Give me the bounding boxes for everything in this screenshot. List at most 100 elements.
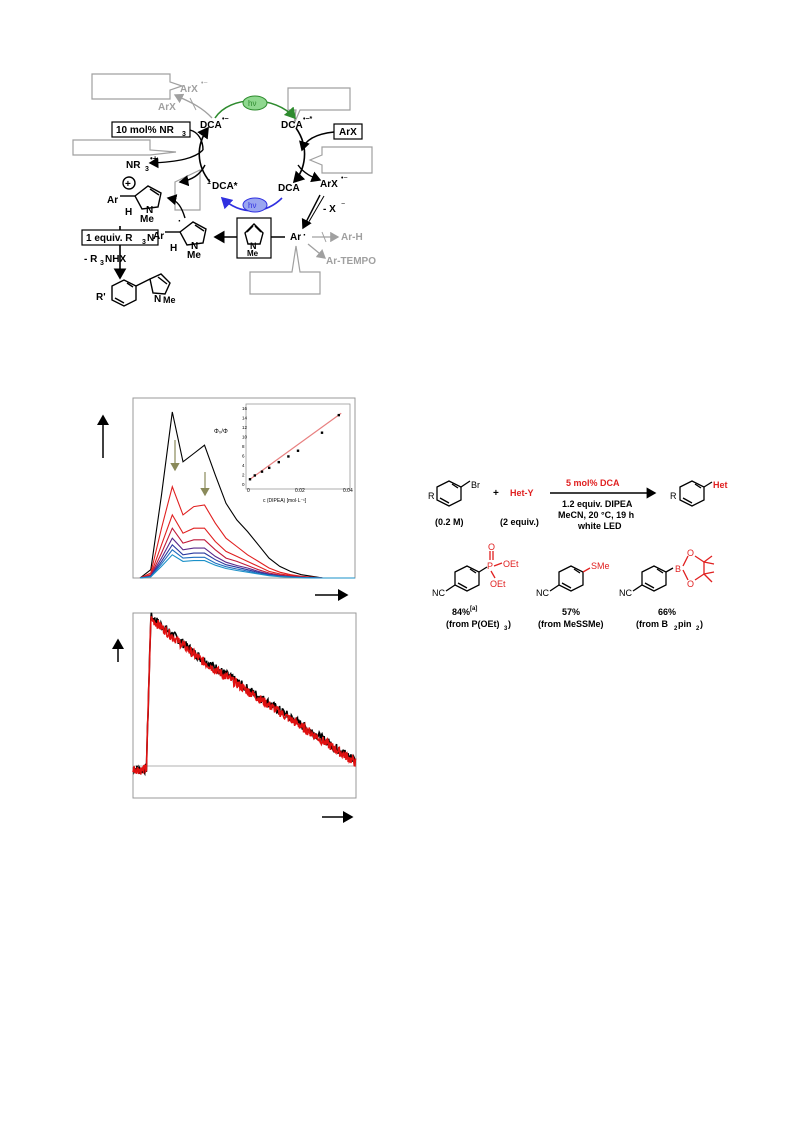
stern-volmer-point-5	[287, 455, 290, 458]
inset-xtick-1: 0.02	[295, 488, 305, 494]
stern-volmer-point-1	[253, 474, 256, 477]
aryl-radical-dot: ·	[303, 230, 306, 241]
cation-n: N	[146, 205, 153, 216]
product-n: N	[154, 294, 161, 305]
substrate-br: Br	[471, 480, 480, 490]
singlet-prefix: 1	[207, 179, 211, 186]
back-arx: ArX	[158, 102, 176, 113]
cation-h: H	[125, 207, 132, 218]
ar-tempo-arrow	[307, 243, 327, 259]
phosphonate-source: (from P(OEt)	[446, 619, 500, 629]
boronate-source: (from B	[636, 619, 668, 629]
pyrrole-box	[236, 217, 272, 259]
back-arx-anion: ArX	[180, 84, 198, 95]
base-box-suffix: N	[147, 233, 154, 244]
product-het: Het	[713, 480, 728, 490]
hv-bottom-label: hν	[248, 201, 256, 210]
radical-ar: Ar	[153, 231, 164, 242]
phosphonate-o: O	[488, 542, 495, 552]
dca-ground: DCA	[278, 183, 300, 194]
inset-ytick-0: 0	[242, 482, 245, 487]
ar-h-strike	[321, 231, 327, 243]
hv-top-label: hν	[248, 99, 256, 108]
substrate-r: R	[428, 491, 435, 501]
phosphonate-yield: 84%	[452, 607, 470, 617]
back-arx-anion-charge: •−	[201, 80, 208, 87]
inset-xlabel: c (DIPEA) [mol·L⁻¹]	[263, 498, 307, 504]
radical-to-cation-arrow	[166, 194, 186, 219]
dca-radical-anion-excited: DCA	[281, 120, 303, 131]
transient-plot-frame	[132, 612, 357, 799]
boronate-source-end: )	[700, 619, 703, 629]
thioether-source: (from MeSSMe)	[538, 619, 604, 629]
inset-ylabel: Φ₀/Φ	[214, 429, 228, 435]
arx-input-arrow	[299, 131, 335, 152]
aryl-tempo: Ar-TEMPO	[326, 256, 376, 267]
inset-ytick-4: 8	[242, 444, 245, 449]
inset-ytick-3: 6	[242, 454, 245, 459]
amine-catalyst-box	[111, 121, 191, 138]
ar-to-arx-back-arrow	[306, 195, 325, 226]
hv-top-ellipse	[242, 95, 268, 111]
thioether-product-structure	[549, 565, 591, 592]
stern-volmer-point-3	[268, 466, 271, 470]
inset-ytick-5: 10	[242, 435, 248, 440]
radical-n: N	[191, 241, 198, 252]
phosphonate-product-structure	[445, 551, 503, 592]
inset-ytick-2: 4	[242, 463, 245, 468]
boronate-o1: O	[687, 548, 694, 558]
cation-to-cycle-arrow	[178, 164, 206, 187]
transient-trace-1	[132, 616, 357, 775]
cation-intermediate	[120, 176, 162, 210]
arx-to-ar-arrow	[301, 194, 321, 230]
conditions-2: MeCN, 20 °C, 19 h	[558, 510, 634, 520]
cation-me: Me	[140, 214, 154, 225]
phosphonate-p: P	[487, 561, 493, 571]
arx-box-label: ArX	[339, 127, 357, 138]
boronate-source-sub1: 2	[674, 626, 678, 632]
boronate-o2: O	[687, 579, 694, 589]
base-box-sub: 3	[142, 239, 146, 246]
phosphonate-source-sub: 3	[504, 626, 508, 632]
inset-ytick-8: 16	[242, 406, 248, 411]
final-product	[111, 273, 171, 307]
boronate-source-sub2: 2	[696, 626, 700, 632]
conditions-3: white LED	[577, 521, 622, 531]
aryl-bromide-ring	[436, 480, 471, 507]
pyrrole-ring	[244, 223, 264, 245]
arx-radical-anion-charge: •−	[341, 175, 348, 182]
pyrrole-me: Me	[247, 249, 259, 258]
ammonium-salt: - R	[84, 254, 98, 265]
phosphonate-nc: NC	[432, 588, 445, 598]
pyrrole-n: N	[250, 241, 257, 251]
product-me: Me	[163, 295, 176, 305]
inset-xtick-2: 0.04	[343, 488, 353, 494]
dca-radical-anion-excited-charge: •−*	[303, 116, 313, 123]
radical-h: H	[170, 243, 177, 254]
inset-ytick-6: 12	[242, 425, 248, 430]
phosphonate-source-end: )	[508, 619, 511, 629]
boronate-nc: NC	[619, 588, 632, 598]
halide-loss: - X	[323, 204, 336, 215]
base-box	[81, 229, 159, 246]
boronate-product-structure	[632, 555, 715, 592]
amine-catalyst-sub: 3	[182, 131, 186, 138]
thioether-yield: 57%	[562, 607, 580, 617]
plus-sign: +	[493, 488, 499, 499]
back-et-strike	[189, 97, 197, 111]
cation-plus: +	[125, 179, 131, 190]
substrate-conc: (0.2 M)	[435, 517, 464, 527]
amine-radical-cation-sub: 3	[145, 166, 149, 173]
stern-volmer-inset-frame	[245, 403, 351, 490]
stern-volmer-fit-line	[249, 412, 342, 480]
stern-volmer-point-0	[248, 478, 252, 481]
phosphonate-oet2: OEt	[490, 579, 506, 589]
radical-me: Me	[187, 250, 201, 261]
stern-volmer-point-4	[277, 460, 280, 464]
inset-xtick-0: 0	[247, 488, 250, 494]
amine-catalyst-label: 10 mol% NR	[116, 125, 175, 136]
product-r: R	[670, 491, 677, 501]
phosphonate-yield-note: [a]	[470, 606, 477, 612]
